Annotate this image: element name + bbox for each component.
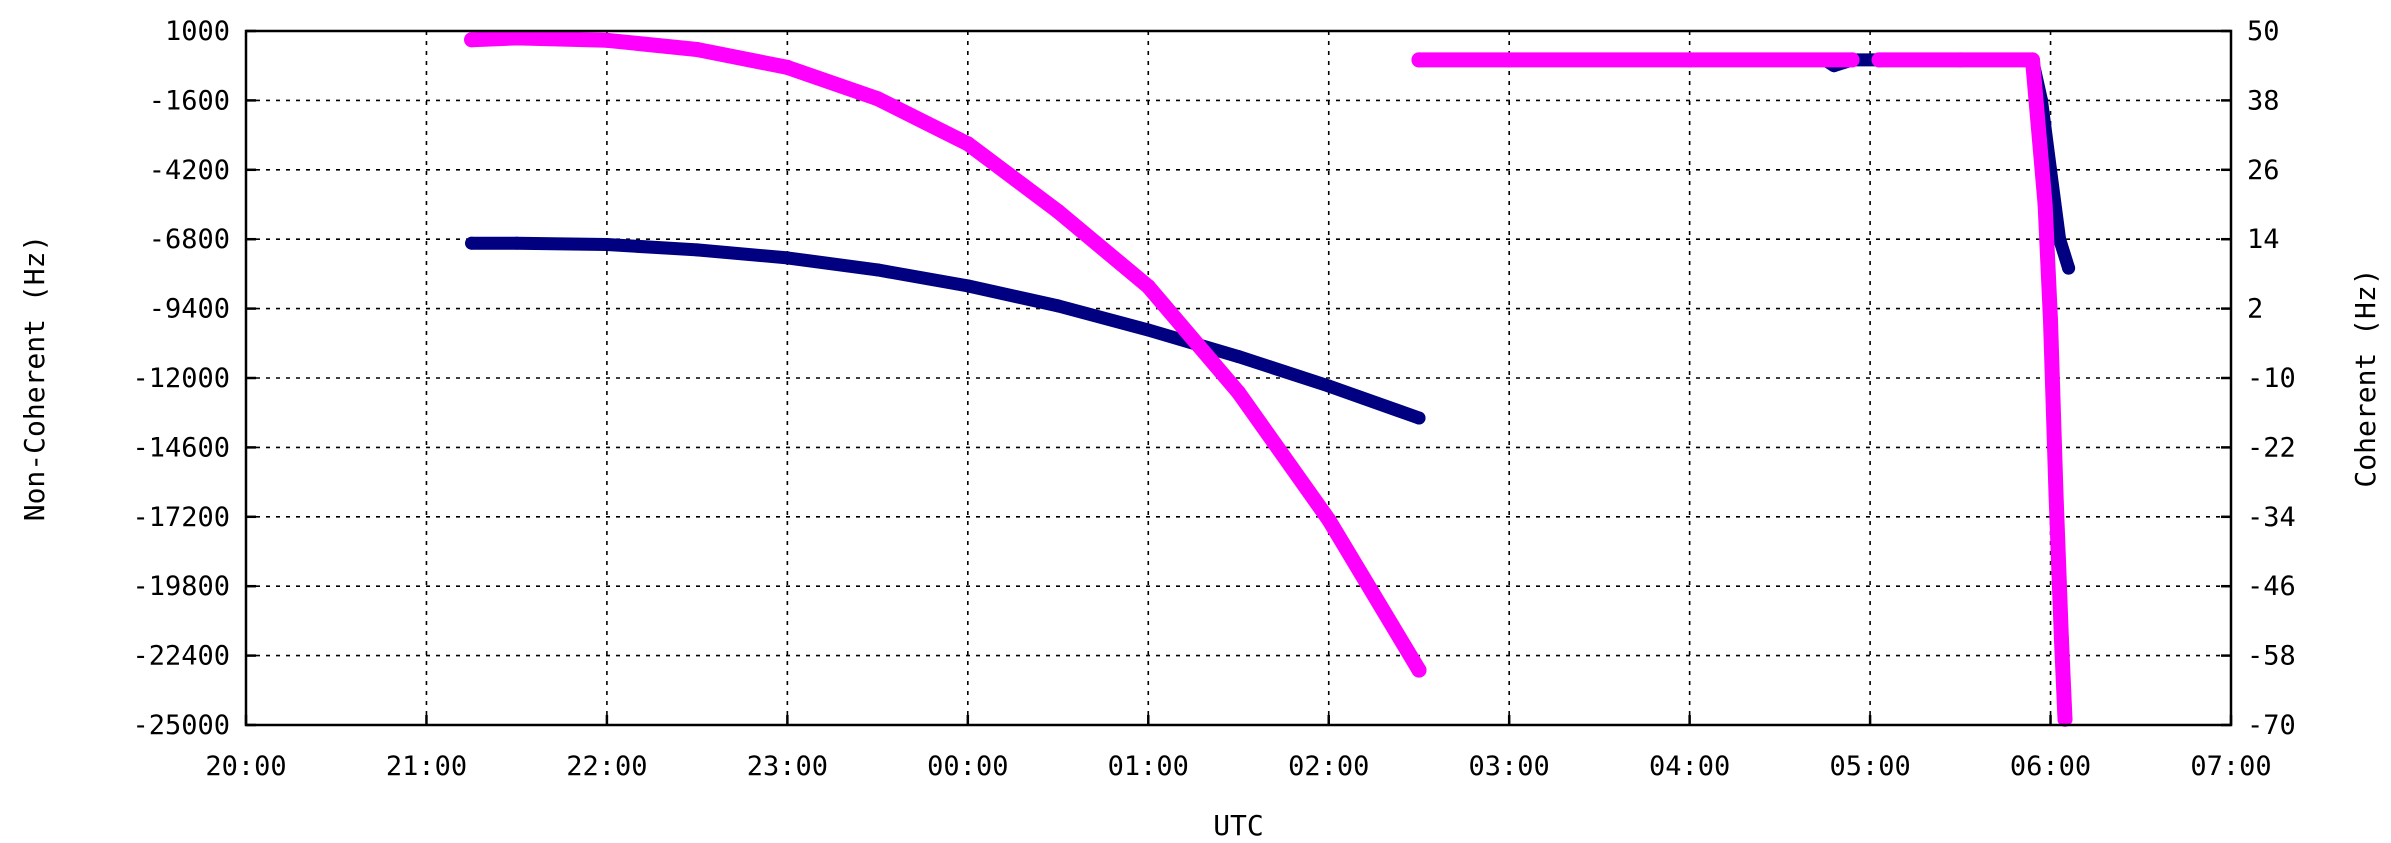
- y-left-tick-label: -6800: [149, 224, 230, 255]
- non-coherent-point: [1051, 299, 1065, 313]
- y-right-tick-label: -34: [2247, 502, 2296, 533]
- non-coherent-point: [871, 263, 885, 277]
- x-tick-label: 02:00: [1288, 751, 1369, 782]
- y-right-tick-label: 50: [2247, 16, 2280, 47]
- non-coherent-point: [1322, 379, 1336, 393]
- x-tick-label: 22:00: [566, 751, 647, 782]
- y-left-tick-label: -22400: [132, 641, 230, 672]
- coherent-point: [689, 42, 705, 57]
- y-left-tick-label: -19800: [132, 571, 230, 602]
- y-left-tick-label: -25000: [132, 710, 230, 741]
- coherent-point: [960, 136, 976, 152]
- series-coherent: [464, 30, 2073, 727]
- y-right-tick-label: 38: [2247, 85, 2280, 116]
- non-coherent-point: [1141, 323, 1155, 337]
- coherent-point: [599, 32, 615, 48]
- non-coherent-point: [2053, 232, 2067, 246]
- y-left-tick-label: -4200: [149, 155, 230, 186]
- y-left-tick-label: -12000: [132, 363, 230, 394]
- non-coherent-point: [465, 236, 479, 250]
- y-right-tick-label: 2: [2247, 294, 2263, 325]
- coherent-point: [509, 30, 525, 46]
- x-tick-label: 01:00: [1108, 751, 1189, 782]
- non-coherent-point: [1232, 350, 1245, 364]
- coherent-point: [2037, 197, 2053, 212]
- non-coherent-point: [510, 236, 524, 250]
- coherent-point: [2025, 52, 2040, 68]
- non-coherent-point: [2062, 261, 2076, 275]
- coherent-point: [1050, 203, 1066, 219]
- coherent-point: [1844, 52, 1860, 68]
- y-left-tick-label: 1000: [165, 16, 230, 47]
- y-left-tick-label: -1600: [149, 85, 230, 116]
- coherent-point: [464, 32, 480, 48]
- coherent-point: [1411, 662, 1427, 678]
- coherent-point: [1952, 52, 1968, 68]
- ticks: 20:00 21:00 22:00 23:00 00:00 01:00 02:00 03:00…: [132, 16, 2295, 782]
- coherent-line: [464, 30, 1427, 678]
- x-tick-label: 20:00: [205, 751, 286, 782]
- x-tick-label: 07:00: [2190, 751, 2271, 782]
- coherent-point: [779, 59, 795, 75]
- non-coherent-point: [1412, 411, 1426, 425]
- coherent-point: [1231, 385, 1246, 400]
- non-coherent-point: [600, 238, 614, 251]
- x-tick-label: 06:00: [2010, 751, 2091, 782]
- y-right-tick-label: -58: [2247, 641, 2296, 672]
- coherent-line: [1871, 52, 2073, 727]
- x-tick-label: 23:00: [747, 751, 828, 782]
- y-axis-title-right: Coherent (Hz): [2349, 268, 2382, 487]
- x-tick-label: 03:00: [1469, 751, 1550, 782]
- x-tick-label: 00:00: [927, 751, 1008, 782]
- x-tick-label: 04:00: [1649, 751, 1730, 782]
- coherent-point: [1871, 52, 1887, 68]
- y-left-tick-label: -9400: [149, 294, 230, 325]
- non-coherent-point: [690, 243, 704, 257]
- non-coherent-line: [465, 236, 1426, 425]
- y-right-tick-label: 26: [2247, 155, 2280, 186]
- y-right-tick-label: 14: [2247, 224, 2280, 255]
- y-right-tick-label: -70: [2247, 710, 2296, 741]
- y-right-tick-label: -46: [2247, 571, 2296, 602]
- x-axis-title: UTC: [1213, 809, 1264, 842]
- coherent-point: [2048, 486, 2064, 502]
- coherent-point: [1682, 52, 1698, 68]
- coherent-point: [2043, 312, 2058, 328]
- non-coherent-point: [961, 279, 975, 293]
- coherent-point: [1411, 52, 1427, 68]
- x-tick-label: 21:00: [386, 751, 467, 782]
- coherent-point: [2057, 711, 2073, 727]
- y-left-tick-label: -17200: [132, 502, 230, 533]
- x-tick-label: 05:00: [1829, 751, 1910, 782]
- coherent-point: [1140, 279, 1156, 295]
- plot-area: [464, 30, 2076, 727]
- coherent-point: [2053, 630, 2069, 646]
- coherent-point: [1501, 52, 1517, 68]
- y-left-tick-label: -14600: [132, 432, 230, 463]
- non-coherent-point: [780, 251, 794, 265]
- y-axis-title-left: Non-Coherent (Hz): [18, 235, 51, 522]
- y-right-tick-label: -10: [2247, 363, 2296, 394]
- y-right-tick-label: -22: [2247, 432, 2296, 463]
- coherent-point: [870, 91, 886, 107]
- coherent-point: [1321, 512, 1337, 528]
